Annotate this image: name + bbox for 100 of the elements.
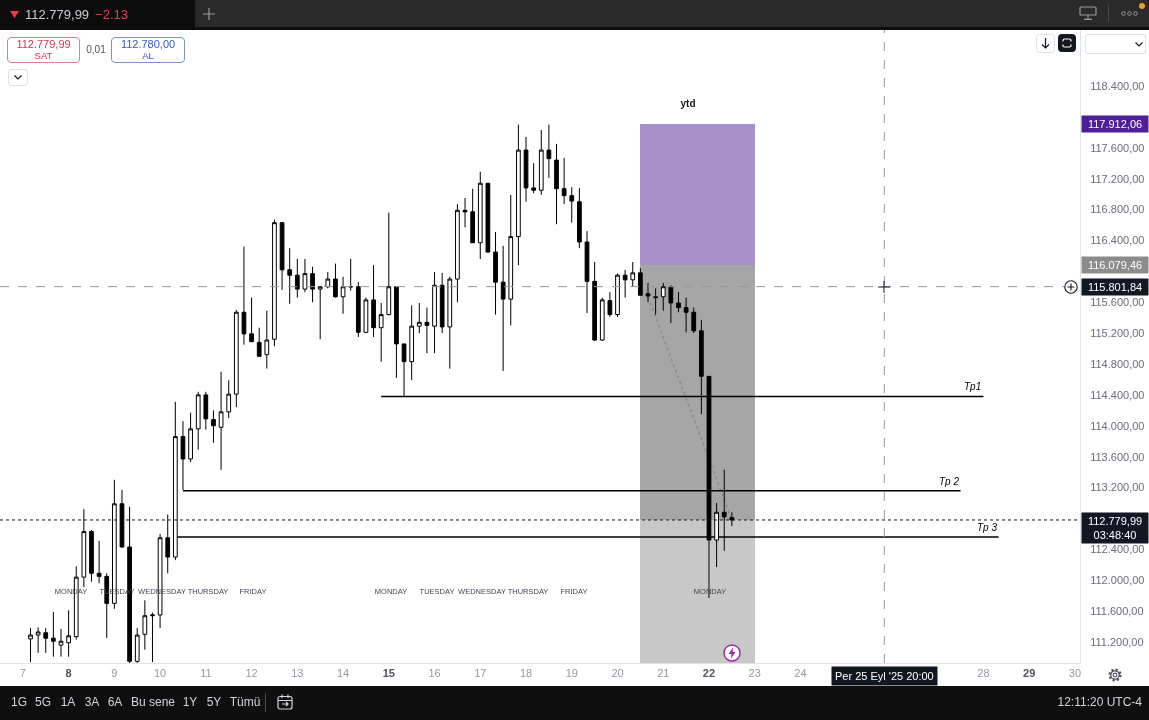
candlestick: [508, 194, 514, 326]
candlestick: [394, 286, 399, 379]
candlestick: [523, 136, 529, 203]
candlestick: [447, 276, 453, 370]
candlestick: [28, 627, 33, 663]
candlestick: [66, 609, 71, 658]
text: 5Y: [206, 695, 222, 709]
candlestick: [51, 611, 56, 658]
series-label: Tp 3: [977, 522, 998, 533]
x-tick-label: 13: [291, 667, 304, 680]
y-tick-label: 117.600,00: [1090, 141, 1145, 154]
x-tick-label: 8: [65, 667, 72, 680]
candlestick: [683, 297, 689, 333]
candlestick: [516, 124, 521, 266]
candlestick: [294, 258, 300, 299]
candlestick: [226, 379, 232, 419]
candlestick: [424, 307, 430, 354]
candlestick: [546, 124, 552, 179]
candlestick: [386, 212, 392, 316]
candlestick: [477, 171, 483, 260]
text: −2.13: [95, 7, 129, 22]
candlestick: [241, 246, 247, 346]
candlestick: [279, 221, 285, 291]
candlestick: [500, 245, 506, 372]
candlestick: [660, 282, 666, 312]
text: 6A: [107, 695, 123, 709]
candlestick: [165, 514, 171, 574]
candlestick: [493, 231, 498, 316]
x-tick-label: 11: [200, 667, 212, 680]
candlestick: [150, 612, 155, 663]
y-tick-label: 118.400,00: [1090, 79, 1145, 92]
text: 3A: [84, 695, 100, 709]
candlestick: [439, 272, 445, 334]
x-tick-label: 16: [428, 667, 441, 680]
candlestick: [81, 508, 87, 588]
sell-button: 112.779,99 SAT: [7, 37, 80, 63]
y-tick-label: 111.200,00: [1090, 635, 1144, 648]
x-tick-label: 23: [748, 667, 761, 680]
candlestick: [302, 258, 308, 293]
candlestick: [569, 186, 575, 224]
candlestick: [416, 302, 422, 334]
candlestick: [638, 267, 643, 296]
x-tick-label: 28: [977, 667, 990, 680]
candlestick: [592, 261, 597, 342]
y-tick-label: 112.400,00: [1090, 543, 1145, 556]
annotation: 112.779,99: [16, 38, 71, 50]
candlestick: [668, 284, 674, 324]
candlestick: [653, 287, 658, 316]
text: 112.779,99: [25, 7, 90, 22]
candlestick: [462, 197, 468, 228]
candlestick: [89, 529, 94, 583]
text: 12:11:20 UTC-4: [1057, 695, 1142, 709]
annotation: 0,01: [86, 44, 106, 55]
candlestick: [363, 297, 369, 334]
candlestick: [142, 599, 148, 651]
candlestick: [96, 540, 102, 584]
candlestick: [691, 307, 697, 334]
candlestick: [340, 276, 346, 315]
candlestick: [607, 291, 613, 318]
candlestick: [35, 626, 41, 654]
candlestick: [645, 282, 651, 303]
candlestick: [622, 269, 628, 299]
annotation: SAT: [34, 50, 53, 61]
candlestick: [272, 219, 277, 347]
text: 5G: [34, 695, 52, 709]
x-tick-label: 30: [1068, 667, 1082, 680]
ref-line-label: 115.801,84: [1087, 281, 1143, 293]
x-tick-label: 24: [794, 667, 807, 680]
x-tick-label: 7: [19, 667, 26, 680]
candlestick: [676, 291, 681, 313]
text: 1Y: [182, 695, 198, 709]
y-tick-label: 115.200,00: [1090, 326, 1145, 339]
candlestick: [58, 628, 64, 658]
candlestick: [432, 271, 437, 354]
candlestick: [195, 391, 201, 451]
ref-line-label: Per 25 Eyl '25 20:00: [835, 670, 934, 682]
annotation: ytd: [680, 98, 696, 109]
candlestick: [538, 129, 544, 196]
candlestick: [317, 285, 323, 340]
candlestick: [233, 309, 239, 408]
candlestick: [470, 188, 476, 244]
y-tick-label: 114.800,00: [1090, 357, 1145, 370]
candlestick: [485, 182, 491, 254]
candlestick: [188, 412, 193, 463]
candlestick: [355, 281, 361, 338]
candlestick: [554, 143, 559, 225]
candlestick: [561, 157, 567, 205]
candlestick: [211, 409, 216, 444]
text: 117.912,06: [1087, 118, 1143, 130]
y-tick-label: 113.200,00: [1090, 481, 1145, 494]
candlestick: [409, 304, 415, 381]
candlestick: [134, 627, 140, 663]
candlestick: [43, 627, 49, 654]
candlestick: [325, 271, 331, 289]
y-tick-label: 114.000,00: [1090, 419, 1145, 432]
y-tick-label: 112.000,00: [1090, 574, 1145, 587]
candlestick: [630, 261, 636, 288]
candlestick: [378, 302, 384, 363]
y-tick-label: 111.600,00: [1090, 604, 1144, 617]
y-tick-label: 116.800,00: [1090, 203, 1145, 216]
